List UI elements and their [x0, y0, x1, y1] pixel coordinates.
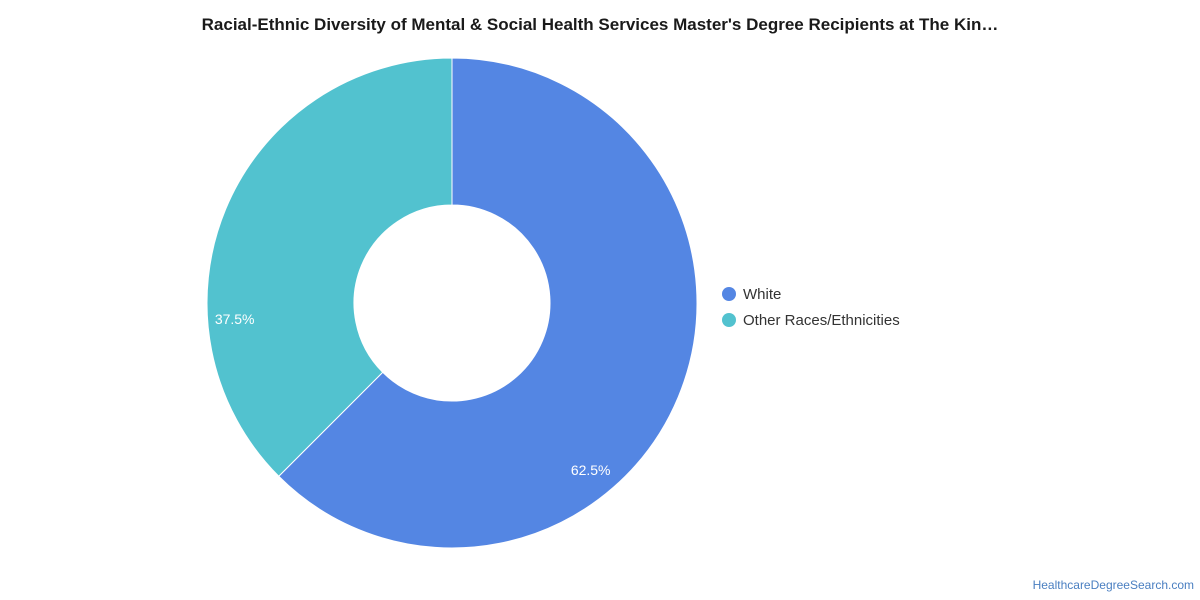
- donut-slice-other[interactable]: [206, 57, 453, 477]
- legend: White Other Races/Ethnicities: [722, 281, 900, 333]
- legend-label-white: White: [743, 285, 782, 303]
- source-link[interactable]: HealthcareDegreeSearch.com: [1032, 578, 1194, 592]
- legend-item-white[interactable]: White: [722, 281, 900, 307]
- slice-label-white: 62.5%: [571, 462, 611, 478]
- chart-title: Racial-Ethnic Diversity of Mental & Soci…: [201, 15, 999, 34]
- legend-swatch-other: [722, 313, 736, 327]
- legend-item-other[interactable]: Other Races/Ethnicities: [722, 307, 900, 333]
- donut-slice-white[interactable]: [278, 57, 698, 549]
- slice-label-other: 37.5%: [215, 311, 255, 327]
- legend-label-other: Other Races/Ethnicities: [743, 311, 900, 329]
- legend-swatch-white: [722, 287, 736, 301]
